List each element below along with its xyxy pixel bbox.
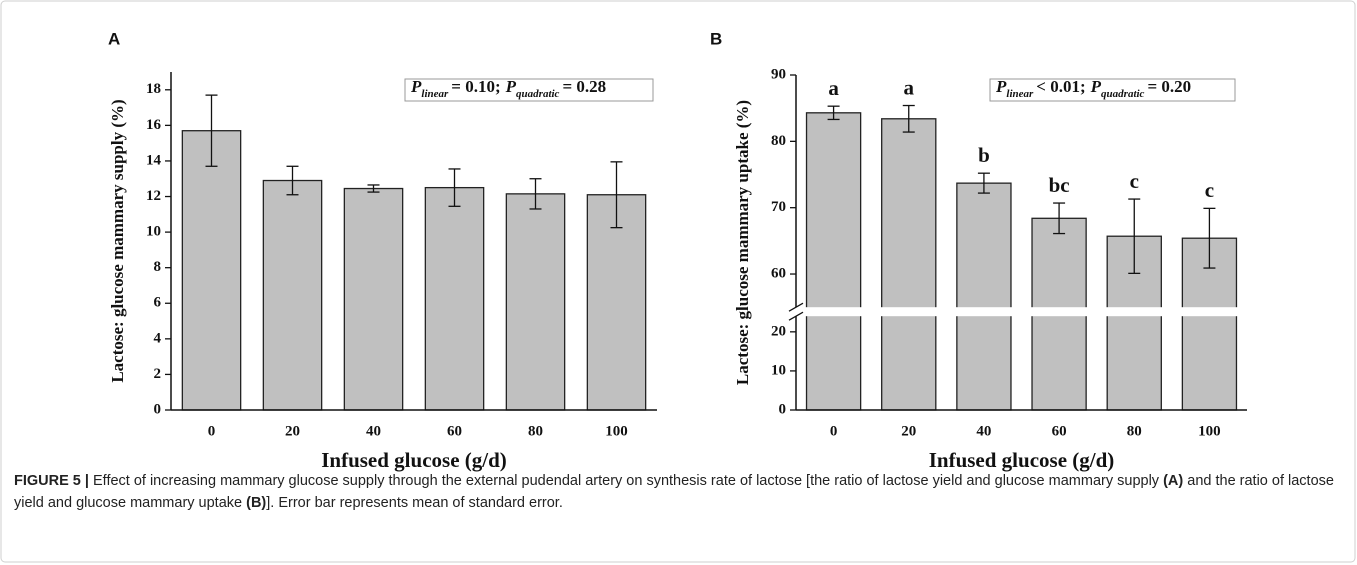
x-tick-label: 60 — [1052, 423, 1067, 439]
x-axis-title: Infused glucose (g/d) — [929, 448, 1115, 472]
annotation-text: = 0.28 — [562, 77, 606, 96]
y-tick-label: 90 — [771, 66, 786, 82]
caption-text: and the ratio of lactose yield and gluco… — [14, 473, 1334, 511]
x-axis-title: Infused glucose (g/d) — [321, 448, 507, 472]
panel-label: B — [710, 29, 722, 48]
annotation-text: = 0.20 — [1147, 77, 1191, 96]
annotation-symbol: P — [1090, 77, 1102, 96]
x-tick-label: 20 — [901, 423, 916, 439]
y-tick-label: 60 — [771, 265, 786, 281]
y-tick-label: 10 — [771, 362, 786, 378]
bar — [505, 193, 566, 411]
annotation-symbol: P — [505, 77, 517, 96]
bar — [881, 118, 937, 411]
annotation-subscript: quadratic — [1101, 88, 1145, 100]
annotation-box — [404, 78, 654, 102]
annotation-text: = 0.10; — [451, 77, 500, 96]
x-tick-label: 100 — [1198, 423, 1221, 439]
x-tick-label: 40 — [366, 423, 381, 439]
y-tick-label: 80 — [771, 133, 786, 149]
x-tick-label: 80 — [528, 423, 543, 439]
bar — [586, 194, 647, 411]
caption: FIGURE 5 | Effect of increasing mammary … — [14, 470, 1334, 514]
significance-letter: a — [904, 75, 915, 99]
significance-letter: c — [1130, 169, 1139, 193]
annotation-symbol: P — [995, 77, 1007, 96]
annotation-subscript: quadratic — [516, 88, 560, 100]
y-tick-label: 0 — [779, 401, 787, 417]
y-tick-label: 16 — [146, 117, 162, 133]
y-tick-label: 8 — [154, 259, 162, 275]
bar — [424, 186, 485, 411]
x-tick-label: 20 — [285, 423, 300, 439]
y-tick-label: 6 — [154, 295, 162, 311]
annotation-text: < 0.01; — [1036, 77, 1085, 96]
annotation-subscript: linear — [421, 88, 449, 100]
x-tick-label: 0 — [830, 423, 838, 439]
x-tick-label: 80 — [1127, 423, 1142, 439]
y-tick-label: 10 — [146, 224, 161, 240]
caption-text: Effect of increasing mammary glucose sup… — [93, 473, 1160, 489]
x-tick-label: 0 — [208, 423, 216, 439]
bar — [343, 187, 404, 411]
significance-letter: bc — [1049, 173, 1070, 197]
caption-ref: (B) — [246, 495, 267, 511]
y-tick-label: 4 — [154, 330, 162, 346]
bar — [181, 130, 242, 411]
bar — [956, 182, 1012, 411]
y-tick-label: 12 — [146, 188, 161, 204]
x-tick-label: 40 — [976, 423, 991, 439]
axis-break — [788, 307, 1247, 317]
y-tick-label: 14 — [146, 152, 162, 168]
y-tick-label: 2 — [154, 366, 162, 382]
significance-letter: c — [1205, 178, 1214, 202]
y-tick-label: 70 — [771, 199, 786, 215]
bar — [262, 179, 323, 411]
x-tick-label: 60 — [447, 423, 462, 439]
significance-letter: a — [828, 76, 839, 100]
y-tick-label: 0 — [154, 401, 162, 417]
y-axis-title: Lactose: glucose mammary supply (%) — [108, 99, 127, 382]
y-axis-title: Lactose: glucose mammary uptake (%) — [733, 100, 752, 385]
caption-text: ]. Error bar represents mean of standard… — [266, 495, 563, 511]
y-tick-label: 18 — [146, 81, 161, 97]
x-tick-label: 100 — [605, 423, 628, 439]
annotation: Plinear < 0.01; Pquadratic = 0.20 — [995, 77, 1191, 100]
bar — [805, 112, 862, 411]
annotation-subscript: linear — [1006, 88, 1034, 100]
significance-letter: b — [978, 143, 990, 167]
annotation: Plinear = 0.10; Pquadratic = 0.28 — [410, 77, 606, 100]
y-tick-label: 20 — [771, 323, 786, 339]
annotation-symbol: P — [410, 77, 422, 96]
caption-label: FIGURE 5 | — [14, 473, 89, 489]
annotation-box — [989, 78, 1236, 102]
caption-ref: (A) — [1163, 473, 1184, 489]
panel-label: A — [108, 29, 120, 48]
